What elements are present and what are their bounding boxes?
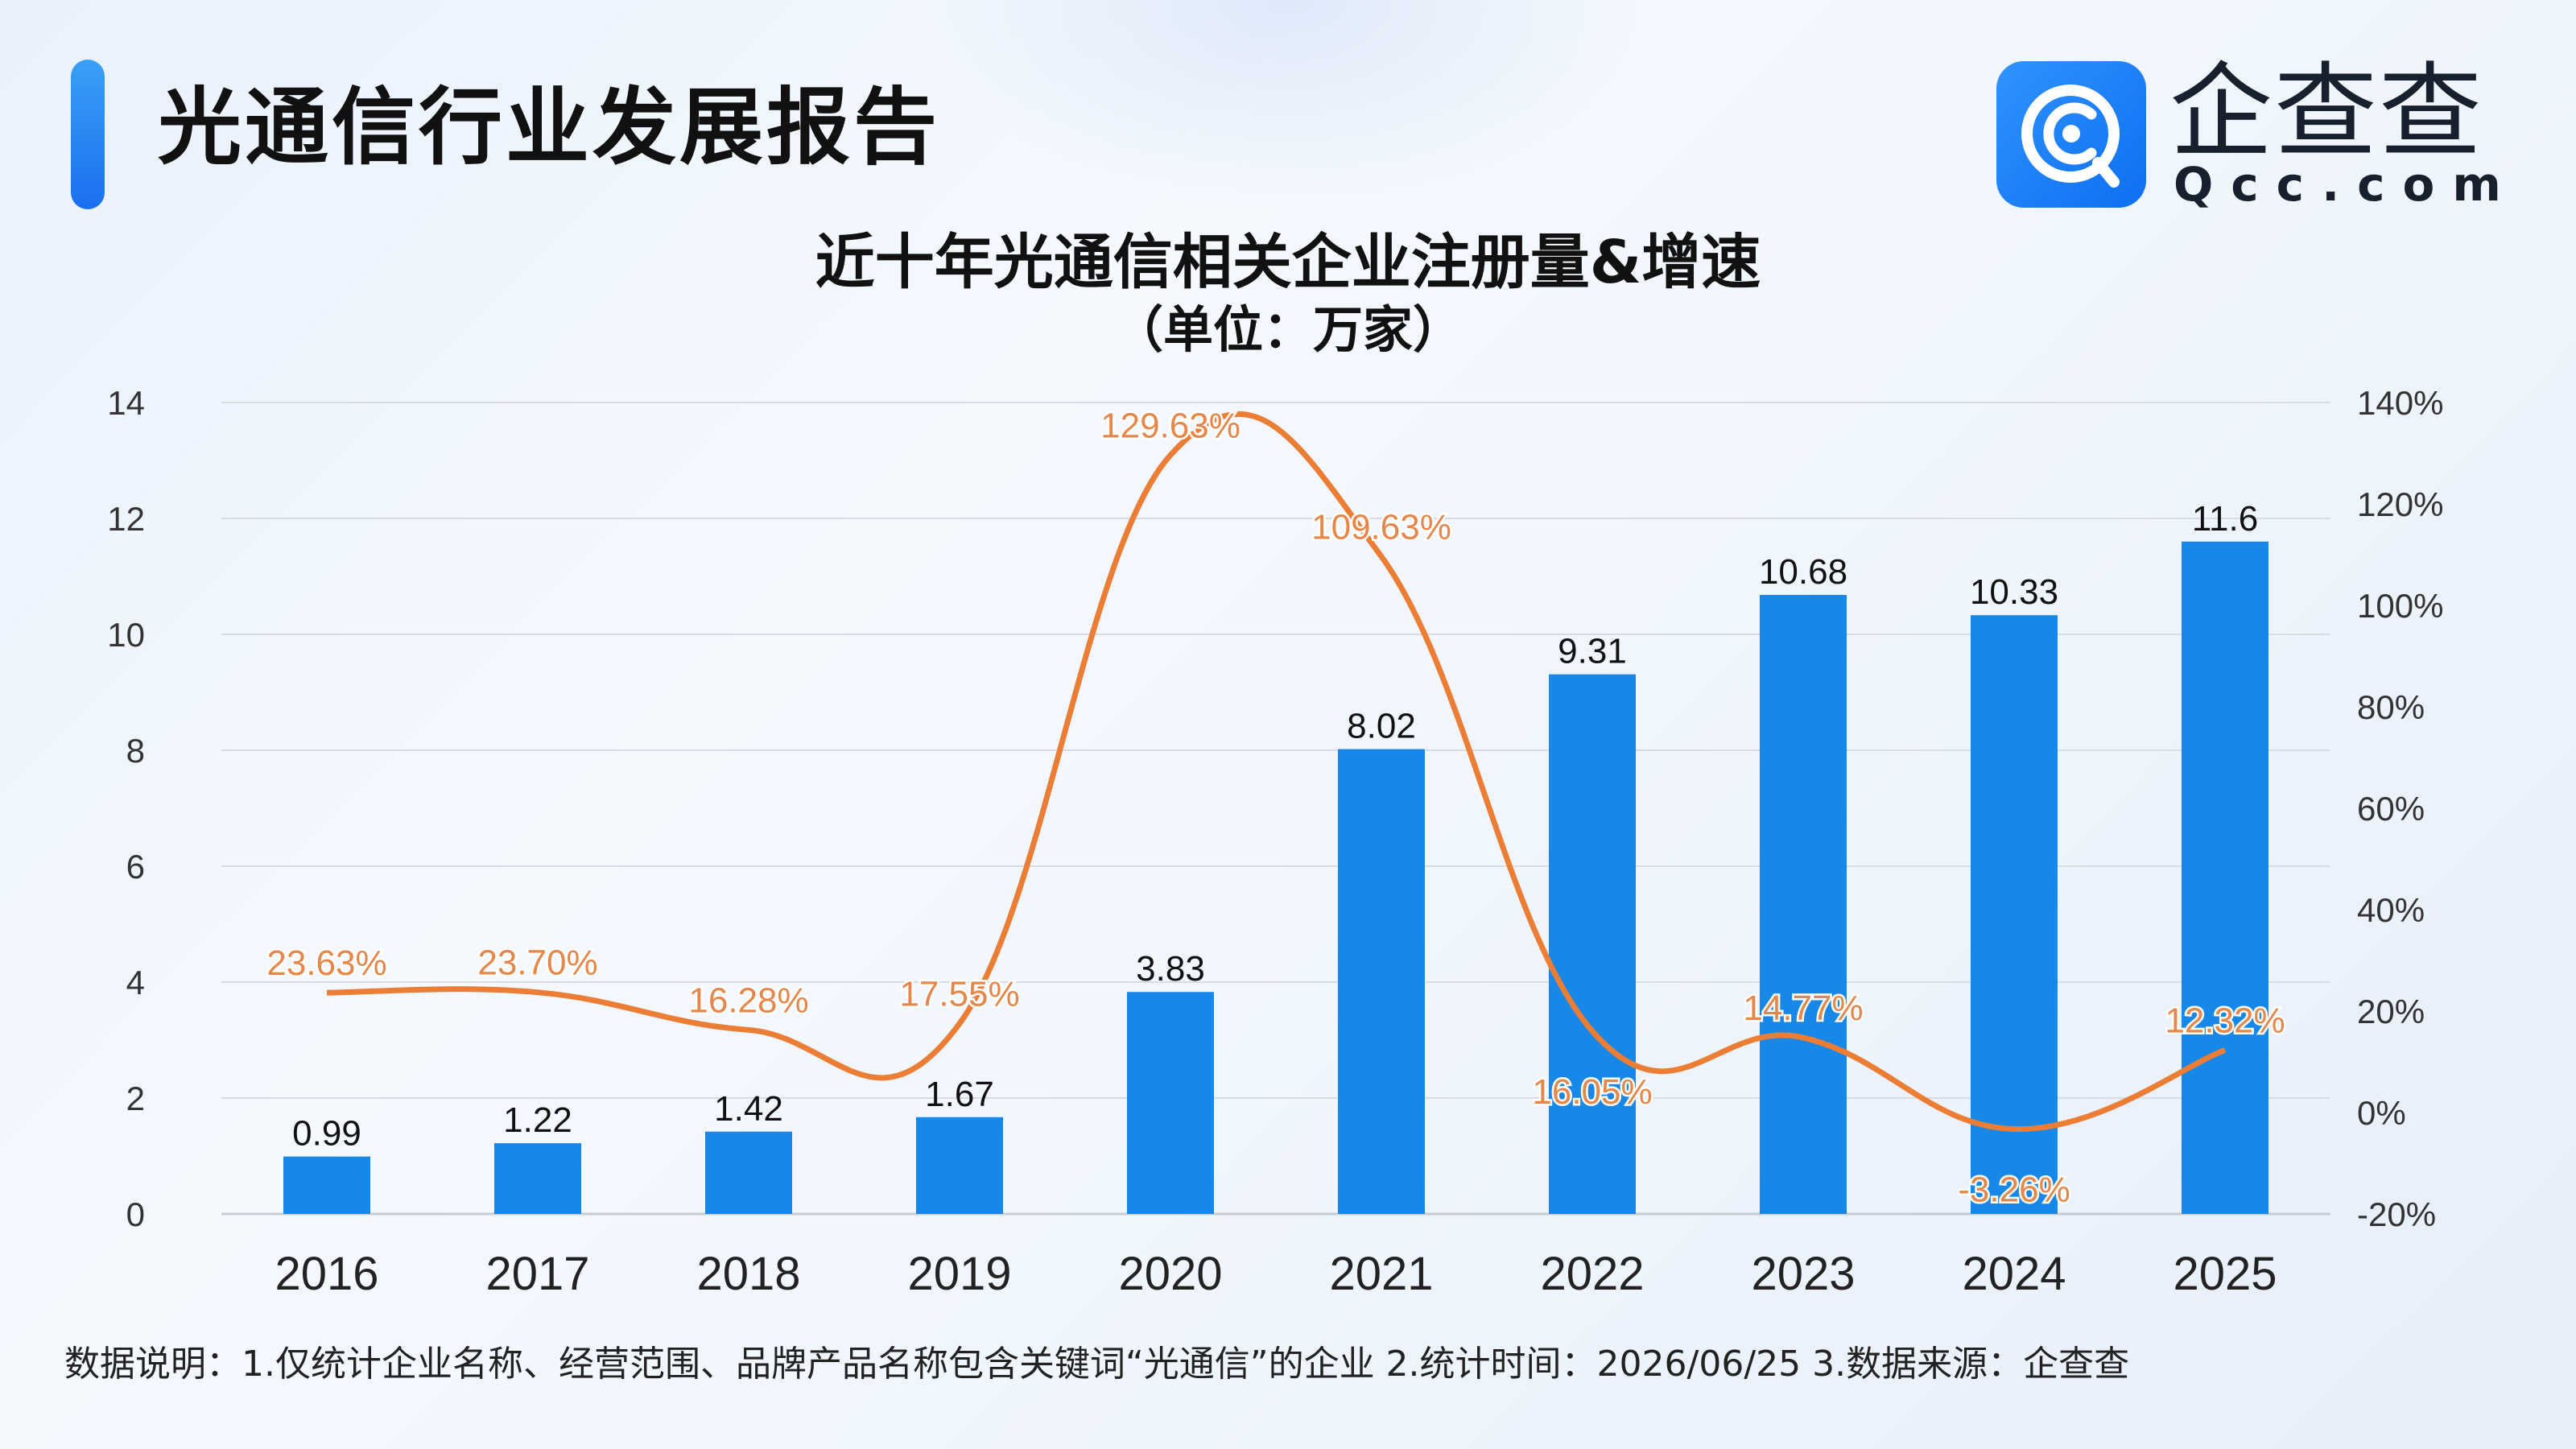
x-axis-tick-label: 2024 xyxy=(1962,1248,2066,1300)
bar xyxy=(916,1117,1003,1214)
bar xyxy=(1971,615,2058,1214)
bar xyxy=(1760,595,1847,1214)
bar-value-label: 1.22 xyxy=(503,1100,572,1140)
right-axis-tick-label: 140% xyxy=(2357,384,2443,422)
left-axis-tick-label: 0 xyxy=(126,1195,145,1233)
right-axis-tick-label: -20% xyxy=(2357,1195,2436,1233)
bar xyxy=(1549,674,1636,1214)
bar-value-label: 10.68 xyxy=(1759,552,1847,592)
left-axis-tick-label: 10 xyxy=(107,616,145,654)
bar-value-label: 11.6 xyxy=(2192,499,2258,539)
bar xyxy=(1127,992,1214,1214)
qcc-logo-icon xyxy=(1996,61,2146,208)
x-axis-tick-label: 2021 xyxy=(1329,1248,1433,1300)
brand-name: 企查查 xyxy=(2169,52,2484,172)
page-title: 光通信行业发展报告 xyxy=(158,78,941,176)
x-axis-tick-label: 2017 xyxy=(485,1248,589,1300)
line-value-label: 16.05% xyxy=(1532,1072,1652,1112)
bar xyxy=(2182,541,2268,1214)
x-axis-tick-label: 2019 xyxy=(907,1248,1011,1300)
left-axis-tick-label: 6 xyxy=(126,848,145,886)
right-axis-tick-label: 20% xyxy=(2357,993,2425,1030)
bar xyxy=(1338,749,1425,1214)
chart-title: 近十年光通信相关企业注册量&增速 xyxy=(815,228,1761,297)
qcc-logo-mark xyxy=(2021,85,2120,188)
left-axis-tick-label: 2 xyxy=(126,1080,145,1117)
left-axis-tick-label: 4 xyxy=(126,964,145,1001)
header-accent-bar xyxy=(71,60,105,209)
right-axis-tick-label: 40% xyxy=(2357,891,2425,929)
line-value-label: 12.32% xyxy=(2165,1001,2285,1040)
brand-domain: Qcc.com xyxy=(2174,157,2519,212)
bar xyxy=(283,1156,370,1214)
bar xyxy=(705,1131,792,1214)
bar-value-label: 1.42 xyxy=(714,1089,783,1129)
bar-value-label: 10.33 xyxy=(1970,572,2058,612)
line-value-label: 109.63% xyxy=(1311,507,1451,547)
x-axis-tick-label: 2023 xyxy=(1751,1248,1855,1300)
line-value-label: -3.26% xyxy=(1958,1170,2070,1210)
x-axis-tick-label: 2025 xyxy=(2173,1248,2277,1300)
bar-value-label: 1.67 xyxy=(925,1075,994,1114)
right-axis-tick-label: 60% xyxy=(2357,790,2425,828)
left-axis-tick-label: 14 xyxy=(107,384,145,422)
left-axis-tick-label: 8 xyxy=(126,732,145,770)
growth-rate-line xyxy=(326,411,2227,1133)
right-axis-tick-label: 120% xyxy=(2357,485,2443,523)
x-axis-tick-label: 2020 xyxy=(1118,1248,1222,1300)
line-value-label: 129.63% xyxy=(1100,406,1241,445)
line-value-label: 16.28% xyxy=(688,980,808,1020)
bar-value-label: 8.02 xyxy=(1347,707,1416,746)
line-value-label: 23.70% xyxy=(477,943,597,983)
right-axis-tick-label: 80% xyxy=(2357,688,2425,726)
left-axis-tick-label: 12 xyxy=(107,500,145,538)
x-axis-tick-label: 2022 xyxy=(1540,1248,1644,1300)
line-value-label: 17.55% xyxy=(899,974,1019,1013)
data-footnote: 数据说明：1.仅统计企业名称、经营范围、品牌产品名称包含关键词“光通信”的企业 … xyxy=(64,1344,2130,1385)
bar-value-label: 0.99 xyxy=(292,1114,361,1154)
x-axis-tick-label: 2018 xyxy=(696,1248,800,1300)
line-value-label: 14.77% xyxy=(1743,989,1863,1028)
x-axis-tick-label: 2016 xyxy=(275,1248,378,1300)
right-axis-tick-label: 100% xyxy=(2357,587,2443,625)
bar xyxy=(494,1143,581,1214)
chart-subtitle: （单位：万家） xyxy=(1113,300,1463,359)
bar-value-label: 9.31 xyxy=(1558,632,1627,671)
bar-value-label: 3.83 xyxy=(1136,949,1205,989)
right-axis-tick-label: 0% xyxy=(2357,1094,2406,1132)
line-value-label: 23.63% xyxy=(266,943,386,983)
